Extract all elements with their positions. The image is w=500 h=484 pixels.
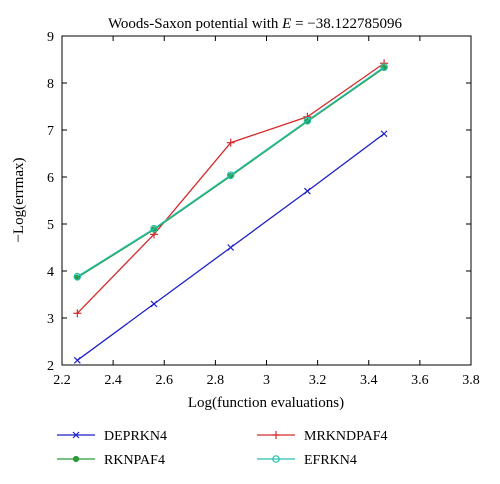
x-tick-label: 3.4 [360,373,378,388]
data-point [73,356,81,364]
series-line [76,66,385,278]
chart-title-variable: E [281,16,291,32]
legend-marker [272,431,280,439]
data-point [226,138,235,147]
series-efrkn4 [73,63,388,281]
y-tick-label: 7 [47,124,54,139]
legend-item: MRKNDPAF4 [257,429,388,444]
data-point [150,224,158,233]
y-tick-label: 5 [47,218,54,233]
x-tick-label: 3.6 [411,373,429,388]
chart-title-prefix: Woods-Saxon potential with [108,16,282,32]
legend-item: DEPRKN4 [57,429,167,444]
y-tick-label: 8 [47,77,54,92]
data-point [150,300,158,308]
legend-item: RKNPAF4 [57,453,165,468]
y-tick-label: 6 [47,171,54,186]
legend-marker [272,455,280,463]
legend-item: EFRKN4 [257,453,357,468]
legend-marker [72,455,80,463]
x-tick-label: 2.4 [104,373,122,388]
data-point [227,244,235,251]
data-point [73,309,82,318]
x-tick-label: 2.8 [207,373,225,388]
y-tick-label: 4 [47,265,54,280]
x-axis-ticks: 2.2 2.4 2.6 2.8 3 3.2 3.4 3.6 3.8 [53,36,480,388]
x-tick-label: 3.8 [462,373,480,388]
legend: DEPRKN4 MRKNDPAF4 RKNPAF4 EFRKN4 [57,429,388,468]
x-tick-label: 3 [263,373,270,388]
x-tick-label: 2.6 [156,373,174,388]
legend-label: MRKNDPAF4 [304,429,388,444]
y-axis-ticks: 2 3 4 5 6 7 8 9 [47,30,471,374]
legend-label: RKNPAF4 [104,453,165,468]
x-tick-label: 2.2 [53,373,71,388]
data-point [380,130,388,138]
chart-title: Woods-Saxon potential with E = −38.12278… [108,16,403,32]
x-tick-label: 3.2 [309,373,327,388]
y-tick-label: 2 [47,359,54,374]
legend-label: EFRKN4 [304,453,357,468]
series-deprkn4 [73,130,388,364]
data-point [73,272,82,281]
data-point [226,171,235,179]
x-axis-title: Log(function evaluations) [188,395,344,411]
y-axis-title: −Log(errmax) [11,157,27,242]
legend-label: DEPRKN4 [104,429,167,444]
data-point [303,116,312,125]
y-tick-label: 9 [47,30,54,45]
legend-marker [72,431,80,439]
y-tick-label: 3 [47,312,54,327]
data-point [380,63,388,71]
data-point [303,187,311,195]
plot-frame [61,35,472,366]
chart-title-suffix: = −38.122785096 [291,16,402,32]
series-layer [73,59,389,364]
